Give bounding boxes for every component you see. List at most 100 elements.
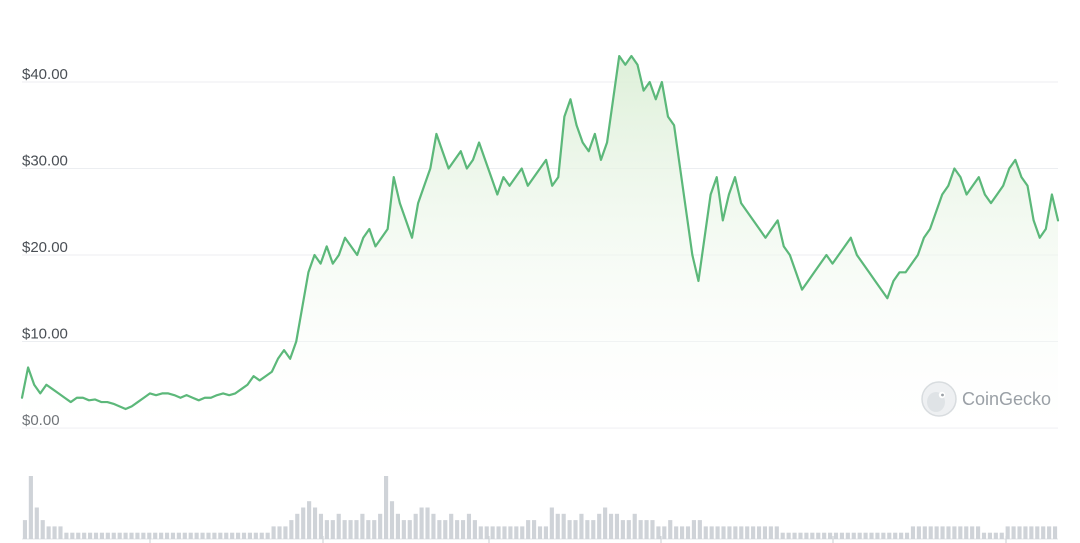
volume-bar bbox=[407, 520, 412, 539]
price-point bbox=[192, 397, 194, 399]
price-point bbox=[277, 358, 279, 360]
volume-bar bbox=[105, 532, 110, 539]
volume-bar bbox=[910, 526, 916, 539]
volume-bar bbox=[875, 532, 880, 539]
price-point bbox=[764, 237, 767, 239]
volume-bar bbox=[372, 520, 377, 539]
volume-bar bbox=[709, 526, 714, 539]
price-point bbox=[411, 237, 413, 239]
volume-bar bbox=[650, 520, 655, 539]
volume-bar bbox=[1017, 526, 1022, 539]
price-point bbox=[630, 55, 633, 57]
volume-bar bbox=[993, 532, 998, 539]
volume-bar bbox=[135, 532, 140, 539]
volume-bar bbox=[58, 526, 63, 539]
price-point bbox=[326, 245, 328, 247]
price-point bbox=[82, 397, 84, 399]
price-point bbox=[1033, 219, 1035, 221]
volume-bar bbox=[780, 532, 785, 539]
price-point bbox=[131, 405, 133, 407]
price-point bbox=[673, 124, 675, 126]
volume-bar bbox=[431, 513, 436, 539]
price-point bbox=[624, 64, 626, 66]
price-point bbox=[447, 167, 450, 170]
price-point bbox=[374, 245, 377, 247]
price-point bbox=[88, 399, 90, 401]
price-point bbox=[965, 193, 968, 196]
price-point bbox=[850, 237, 852, 239]
price-point bbox=[722, 219, 724, 221]
price-point bbox=[1008, 167, 1010, 170]
volume-bar bbox=[549, 507, 554, 539]
volume-bar bbox=[159, 532, 164, 539]
volume-bar bbox=[999, 532, 1004, 539]
price-point bbox=[362, 237, 364, 239]
price-point bbox=[752, 219, 754, 221]
volume-bar bbox=[413, 513, 418, 539]
watermark-label: CoinGecko bbox=[962, 389, 1051, 409]
volume-bar bbox=[64, 532, 69, 539]
volume-bar bbox=[117, 532, 122, 539]
volume-bar bbox=[1005, 526, 1010, 539]
volume-bar bbox=[733, 526, 738, 539]
volume-bar bbox=[236, 532, 241, 539]
price-point bbox=[557, 176, 559, 178]
volume-bar bbox=[324, 520, 329, 539]
price-point bbox=[125, 408, 127, 410]
x-axis-ticks bbox=[149, 536, 1007, 543]
volume-bar bbox=[976, 526, 981, 539]
price-point bbox=[137, 401, 139, 403]
volume-bar bbox=[697, 520, 702, 539]
price-point bbox=[441, 150, 444, 152]
volume-bar bbox=[899, 532, 904, 539]
price-point bbox=[972, 185, 974, 187]
volume-bar bbox=[537, 526, 543, 539]
volume-bar bbox=[934, 526, 939, 539]
volume-bar bbox=[271, 526, 276, 539]
volume-bar bbox=[502, 526, 507, 539]
volume-bar bbox=[526, 520, 531, 539]
volume-bar bbox=[608, 513, 614, 539]
volume-bar bbox=[591, 520, 596, 539]
volume-bar bbox=[366, 520, 371, 539]
volume-bar bbox=[579, 513, 584, 539]
price-point bbox=[1039, 237, 1041, 239]
price-point bbox=[1051, 193, 1053, 196]
volume-bar bbox=[928, 526, 933, 539]
volume-bar bbox=[82, 532, 87, 539]
price-point bbox=[387, 228, 389, 230]
volume-bar bbox=[946, 526, 951, 539]
volume-bar bbox=[828, 532, 833, 539]
volume-bar bbox=[703, 526, 708, 539]
price-point bbox=[283, 349, 285, 351]
price-point bbox=[338, 254, 340, 256]
volume-bar bbox=[685, 526, 691, 539]
volume-bar bbox=[395, 513, 400, 539]
volume-bar bbox=[774, 526, 779, 539]
volume-bar bbox=[869, 532, 874, 539]
price-point bbox=[935, 211, 937, 213]
volume-bar bbox=[22, 520, 28, 539]
price-point bbox=[691, 254, 693, 256]
price-point bbox=[600, 159, 602, 161]
price-point bbox=[173, 394, 175, 396]
price-point bbox=[51, 388, 54, 390]
volume-bar bbox=[970, 526, 975, 539]
price-point bbox=[344, 237, 346, 239]
volume-bar bbox=[816, 532, 821, 539]
price-point bbox=[838, 254, 840, 256]
price-point bbox=[923, 237, 925, 239]
price-point bbox=[478, 141, 480, 144]
volume-bar bbox=[1052, 526, 1058, 539]
volume-bar bbox=[46, 526, 51, 539]
volume-bar bbox=[40, 520, 45, 539]
price-point bbox=[45, 384, 47, 386]
volume-bar bbox=[484, 526, 489, 539]
price-point bbox=[27, 366, 29, 369]
volume-bar bbox=[129, 532, 134, 539]
volume-bar bbox=[863, 532, 868, 539]
volume-bar bbox=[52, 526, 57, 539]
volume-bar bbox=[555, 513, 560, 539]
price-point bbox=[423, 185, 425, 187]
price-point bbox=[831, 263, 834, 265]
